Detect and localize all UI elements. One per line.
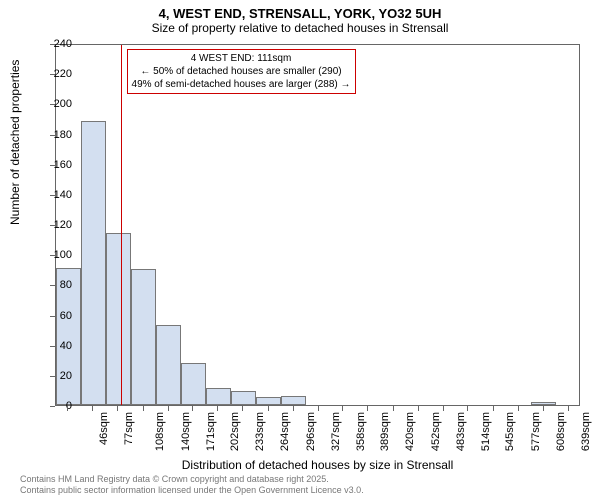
histogram-bar	[531, 402, 556, 405]
x-tick-mark	[418, 406, 419, 411]
y-tick-label: 220	[42, 68, 72, 80]
chart-footer: Contains HM Land Registry data © Crown c…	[20, 474, 364, 496]
x-tick-label: 639sqm	[580, 412, 592, 451]
histogram-bar	[281, 396, 306, 405]
x-tick-label: 545sqm	[505, 412, 517, 451]
annotation-line-1: 4 WEST END: 111sqm	[132, 52, 351, 65]
x-tick-mark	[192, 406, 193, 411]
histogram-bar	[131, 269, 156, 405]
x-tick-label: 264sqm	[279, 412, 291, 451]
y-tick-label: 180	[42, 129, 72, 141]
y-tick-mark	[50, 74, 55, 75]
x-tick-label: 77sqm	[123, 412, 135, 445]
x-tick-label: 577sqm	[530, 412, 542, 451]
x-tick-label: 171sqm	[205, 412, 217, 451]
x-tick-label: 140sqm	[180, 412, 192, 451]
y-tick-mark	[50, 44, 55, 45]
x-tick-mark	[318, 406, 319, 411]
y-tick-mark	[50, 406, 55, 407]
x-tick-mark	[117, 406, 118, 411]
x-tick-label: 358sqm	[355, 412, 367, 451]
x-tick-mark	[293, 406, 294, 411]
y-tick-mark	[50, 255, 55, 256]
x-tick-mark	[217, 406, 218, 411]
histogram-bar	[81, 121, 106, 405]
y-tick-label: 80	[42, 279, 72, 291]
x-tick-mark	[393, 406, 394, 411]
x-tick-label: 233sqm	[254, 412, 266, 451]
y-tick-mark	[50, 285, 55, 286]
x-axis-label: Distribution of detached houses by size …	[55, 458, 580, 472]
property-size-chart: 4, WEST END, STRENSALL, YORK, YO32 5UH S…	[0, 0, 600, 500]
x-tick-mark	[518, 406, 519, 411]
x-tick-mark	[342, 406, 343, 411]
y-tick-mark	[50, 165, 55, 166]
x-tick-mark	[67, 406, 68, 411]
y-tick-label: 200	[42, 98, 72, 110]
y-tick-mark	[50, 195, 55, 196]
y-tick-label: 100	[42, 249, 72, 261]
x-tick-mark	[543, 406, 544, 411]
property-marker-line	[121, 45, 122, 405]
plot-area: 4 WEST END: 111sqm← 50% of detached hous…	[55, 44, 580, 406]
x-tick-label: 608sqm	[555, 412, 567, 451]
footer-line-1: Contains HM Land Registry data © Crown c…	[20, 474, 364, 485]
x-tick-mark	[467, 406, 468, 411]
x-tick-label: 452sqm	[430, 412, 442, 451]
x-tick-label: 296sqm	[305, 412, 317, 451]
x-tick-mark	[92, 406, 93, 411]
y-tick-label: 160	[42, 159, 72, 171]
y-tick-mark	[50, 376, 55, 377]
y-tick-mark	[50, 104, 55, 105]
x-tick-label: 389sqm	[379, 412, 391, 451]
y-tick-label: 120	[42, 219, 72, 231]
x-tick-mark	[493, 406, 494, 411]
x-tick-mark	[443, 406, 444, 411]
x-tick-label: 202sqm	[230, 412, 242, 451]
y-tick-label: 240	[42, 38, 72, 50]
y-axis-label: Number of detached properties	[8, 60, 22, 225]
y-tick-mark	[50, 346, 55, 347]
histogram-bar	[106, 233, 131, 405]
x-tick-label: 420sqm	[404, 412, 416, 451]
histogram-bar	[181, 363, 206, 405]
y-tick-label: 60	[42, 310, 72, 322]
x-tick-mark	[143, 406, 144, 411]
x-tick-mark	[568, 406, 569, 411]
x-tick-mark	[367, 406, 368, 411]
histogram-bar	[206, 388, 231, 405]
x-tick-label: 514sqm	[480, 412, 492, 451]
marker-annotation: 4 WEST END: 111sqm← 50% of detached hous…	[127, 49, 356, 94]
x-tick-mark	[268, 406, 269, 411]
annotation-line-2: ← 50% of detached houses are smaller (29…	[132, 65, 351, 78]
footer-line-2: Contains public sector information licen…	[20, 485, 364, 496]
histogram-bar	[256, 397, 281, 405]
histogram-bar	[156, 325, 181, 405]
histogram-bar	[231, 391, 256, 405]
x-tick-label: 108sqm	[154, 412, 166, 451]
x-tick-label: 327sqm	[330, 412, 342, 451]
y-tick-mark	[50, 225, 55, 226]
y-tick-mark	[50, 135, 55, 136]
y-tick-label: 40	[42, 340, 72, 352]
y-tick-label: 140	[42, 189, 72, 201]
x-tick-mark	[168, 406, 169, 411]
chart-title: 4, WEST END, STRENSALL, YORK, YO32 5UH	[0, 0, 600, 21]
y-tick-mark	[50, 316, 55, 317]
x-tick-label: 483sqm	[455, 412, 467, 451]
annotation-line-3: 49% of semi-detached houses are larger (…	[132, 78, 351, 91]
chart-subtitle: Size of property relative to detached ho…	[0, 21, 600, 39]
x-tick-mark	[242, 406, 243, 411]
x-tick-label: 46sqm	[98, 412, 110, 445]
y-tick-label: 20	[42, 370, 72, 382]
